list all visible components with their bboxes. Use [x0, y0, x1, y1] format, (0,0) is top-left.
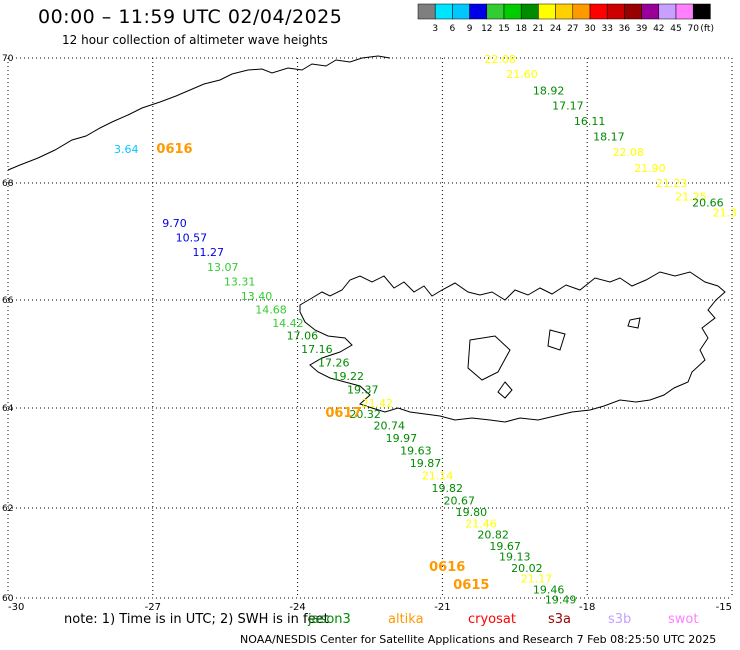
color-scale-label: 21 — [533, 24, 544, 34]
color-scale-label: 42 — [653, 24, 664, 34]
wave-height-label: 19.46 — [533, 584, 565, 597]
latitude-tick-label: 62 — [2, 504, 13, 514]
color-scale-label: 18 — [515, 24, 527, 34]
satellite-legend-item: jason3 — [308, 612, 351, 627]
footnote: note: 1) Time is in UTC; 2) SWH is in fe… — [64, 612, 329, 627]
wave-height-label: 19.82 — [431, 482, 463, 495]
latitude-ticks: 70 68 66 64 62 60 — [2, 54, 14, 604]
wave-height-label: 14.68 — [255, 304, 287, 317]
color-scale-label: 36 — [619, 24, 631, 34]
latitude-tick-label: 70 — [2, 54, 14, 64]
wave-height-label: 21.3 — [713, 206, 738, 219]
wave-height-label: 3.64 — [114, 143, 139, 156]
pass-time-label: 0616 — [156, 142, 192, 157]
wave-height-label: 22.08 — [485, 53, 517, 66]
wave-height-label: 21.90 — [634, 162, 666, 175]
longitude-tick-label: -24 — [289, 602, 305, 613]
color-scale-label: 33 — [601, 24, 612, 34]
wave-height-label: 20.66 — [692, 196, 724, 209]
wave-height-label: 21.25 — [675, 191, 707, 204]
wave-height-label: 19.37 — [347, 383, 379, 396]
longitude-ticks: -30 -27 -24 -21 -18 -15 — [8, 602, 732, 613]
satellite-legend-item: s3b — [608, 612, 632, 627]
wave-height-label: 10.57 — [176, 232, 208, 245]
wave-height-label: 21.17 — [521, 573, 553, 586]
map-grid — [7, 57, 733, 599]
wave-height-label: 13.31 — [224, 275, 256, 288]
pass-time-labels: 0616 0617 0616 0615 — [156, 142, 489, 593]
wave-height-label: 21.23 — [656, 177, 688, 190]
satellite-legend-item: altika — [388, 612, 424, 627]
wave-height-label: 21.42 — [361, 397, 393, 410]
color-scale-unit: (ft) — [700, 24, 714, 34]
satellite-legend-item: swot — [668, 612, 699, 627]
pass-time-label: 0616 — [429, 560, 465, 575]
latitude-tick-label: 68 — [2, 179, 14, 189]
satellite-legend-item: s3a — [548, 612, 572, 627]
wave-height-points: 22.08 21.60 18.92 17.17 16.11 18.17 22.08 21.90… — [114, 53, 737, 606]
wave-height-label: 19.63 — [400, 445, 432, 458]
wave-height-label: 17.06 — [287, 329, 319, 342]
wave-height-label: 13.40 — [241, 290, 273, 303]
wave-height-label: 16.11 — [574, 115, 606, 128]
wave-height-label: 22.08 — [612, 146, 644, 159]
credit-line: NOAA/NESDIS Center for Satellite Applica… — [240, 633, 717, 646]
color-scale-label: 3 — [432, 24, 438, 34]
wave-height-label: 18.17 — [593, 131, 625, 144]
color-scale-label: 24 — [550, 24, 562, 34]
wave-height-label: 19.49 — [545, 593, 577, 606]
wave-height-label: 21.46 — [465, 517, 497, 530]
wave-height-label: 17.17 — [552, 99, 584, 112]
longitude-tick-label: -27 — [145, 602, 161, 613]
longitude-tick-label: -18 — [579, 602, 595, 613]
wave-height-label: 19.67 — [489, 540, 521, 553]
pass-time-label: 0615 — [453, 578, 489, 593]
color-scale-bar: 3 6 9 12 15 18 21 24 27 30 33 36 39 42 45 70 (ft) — [417, 3, 714, 34]
coastline-greenland — [7, 55, 391, 171]
wave-height-label: 19.22 — [333, 370, 365, 383]
wave-height-label: 9.70 — [162, 217, 187, 230]
wave-height-label: 20.74 — [374, 420, 406, 433]
longitude-tick-label: -15 — [716, 602, 732, 613]
longitude-tick-label: -21 — [434, 602, 450, 613]
longitude-tick-label: -30 — [8, 602, 24, 613]
wave-height-label: 19.80 — [456, 506, 488, 519]
color-scale-label: 70 — [687, 24, 699, 34]
wave-height-label: 17.16 — [301, 343, 333, 356]
wave-height-label: 19.97 — [386, 432, 418, 445]
wave-height-label: 20.67 — [444, 495, 476, 508]
wave-height-label: 17.26 — [318, 356, 350, 369]
wave-height-label: 21.60 — [506, 68, 538, 81]
satellite-legend-item: cryosat — [468, 612, 516, 627]
wave-height-label: 20.82 — [477, 529, 509, 542]
wave-height-label: 11.27 — [193, 246, 225, 259]
wave-height-label: 19.13 — [499, 551, 531, 564]
pass-time-label: 0617 — [325, 406, 361, 421]
latitude-tick-label: 66 — [2, 296, 14, 306]
wave-height-label: 20.02 — [511, 562, 543, 575]
wave-height-label: 21.14 — [422, 470, 454, 483]
latitude-tick-label: 64 — [2, 404, 14, 414]
wave-height-label: 14.42 — [272, 317, 304, 330]
page-subtitle: 12 hour collection of altimeter wave hei… — [62, 33, 328, 47]
color-scale-label: 15 — [498, 24, 509, 34]
color-scale-label: 12 — [481, 24, 492, 34]
wave-height-label: 20.32 — [349, 408, 381, 421]
color-scale-swatch — [692, 3, 711, 20]
wave-height-label: 19.87 — [410, 457, 442, 470]
wave-height-label: 18.92 — [533, 84, 565, 97]
color-scale-label: 39 — [636, 24, 648, 34]
latitude-tick-label: 60 — [2, 594, 14, 604]
page-title: 00:00 – 11:59 UTC 02/04/2025 — [38, 6, 343, 28]
color-scale-label: 6 — [450, 24, 456, 34]
color-scale-label: 27 — [567, 24, 578, 34]
wave-height-label: 13.07 — [207, 261, 239, 274]
color-scale-label: 9 — [467, 24, 473, 34]
color-scale-label: 30 — [584, 24, 596, 34]
coastline-iceland — [299, 271, 726, 423]
color-scale-label: 45 — [670, 24, 681, 34]
